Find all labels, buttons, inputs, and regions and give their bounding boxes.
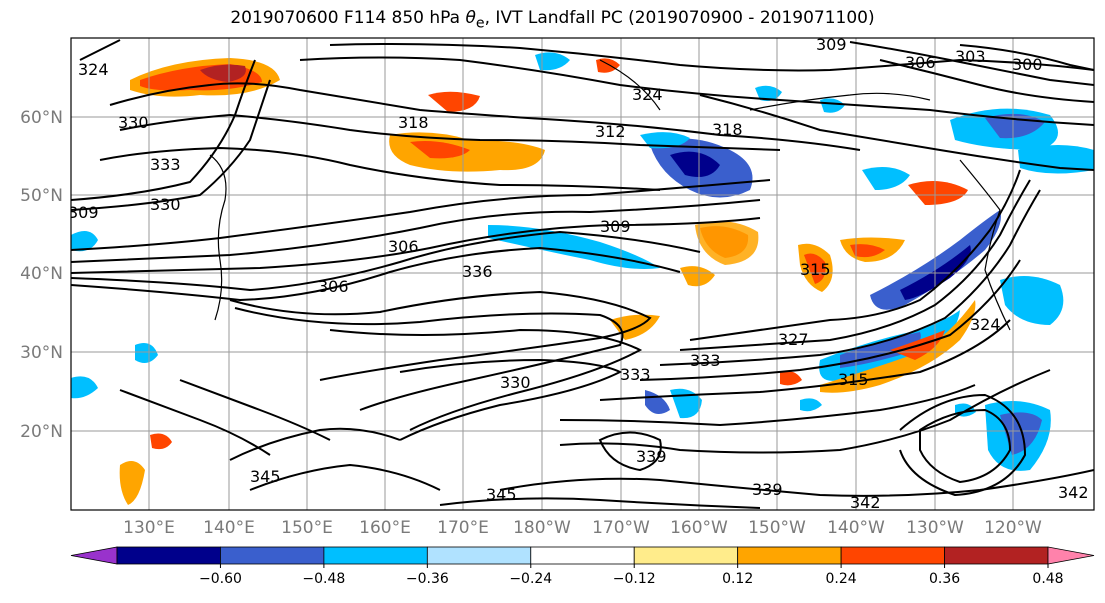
- contour-label: 324: [78, 60, 109, 79]
- lon-label: 180°W: [513, 518, 571, 538]
- contour-label: 342: [850, 493, 881, 512]
- contour-label: 306: [318, 277, 349, 296]
- colorbar-tick-label: −0.48: [302, 571, 345, 587]
- contour-labels: 324 330 333 330 306 309 312 324 318 318 …: [68, 35, 1089, 512]
- colorbar-tick-label: −0.60: [199, 571, 242, 587]
- lon-label: 140°E: [203, 518, 255, 538]
- longitude-labels: 130°E 140°E 150°E 160°E 170°E 180°W 170°…: [123, 518, 1042, 538]
- lon-label: 150°W: [748, 518, 806, 538]
- contour-label: 303: [955, 47, 986, 66]
- coastlines: [209, 59, 1011, 331]
- contour-label: 309: [68, 203, 99, 222]
- contour-label: 339: [752, 480, 783, 499]
- lat-label-20n: 20°N: [20, 422, 63, 442]
- colorbar-extend-low: [70, 546, 118, 565]
- contour-label: 345: [250, 467, 281, 486]
- contour-label: 306: [388, 237, 419, 256]
- colorbar-segment: [323, 546, 428, 565]
- colorbar-tick-label: −0.24: [509, 571, 552, 587]
- contour-lines: [71, 39, 1094, 509]
- contour-label: 315: [800, 260, 831, 279]
- colorbar-tick-label: 0.24: [826, 571, 857, 587]
- lon-label: 160°E: [359, 518, 411, 538]
- colorbar-segment: [116, 546, 221, 565]
- lon-label: 130°W: [906, 518, 964, 538]
- contour-label: 333: [690, 351, 721, 370]
- colorbar: [70, 546, 1095, 565]
- colorbar-segment: [840, 546, 945, 565]
- lon-label: 170°W: [592, 518, 650, 538]
- lon-label: 140°W: [827, 518, 885, 538]
- map-panel: 324 330 333 330 306 309 312 324 318 318 …: [68, 35, 1094, 512]
- contour-label: 324: [970, 315, 1001, 334]
- colorbar-tick-label: −0.36: [406, 571, 449, 587]
- colorbar-segment: [530, 546, 635, 565]
- contour-label: 336: [462, 262, 493, 281]
- contour-label: 330: [118, 113, 149, 132]
- contour-label: 300: [1012, 55, 1043, 74]
- contour-label: 333: [620, 365, 651, 384]
- colorbar-segment: [944, 546, 1049, 565]
- contour-label: 318: [398, 113, 429, 132]
- colorbar-segment: [633, 546, 739, 565]
- colorbar-extend-high: [1047, 546, 1095, 565]
- contour-label: 342: [1058, 483, 1089, 502]
- colorbar-tick-label: 0.12: [722, 571, 753, 587]
- contour-label: 324: [632, 85, 663, 104]
- latitude-labels: 60°N 50°N 40°N 30°N 20°N: [20, 108, 63, 442]
- lon-label: 160°W: [670, 518, 728, 538]
- contour-label: 318: [712, 120, 743, 139]
- colorbar-segment: [737, 546, 842, 565]
- lon-label: 120°W: [984, 518, 1042, 538]
- colorbar-tick-label: 0.36: [929, 571, 960, 587]
- map-frame: [70, 37, 1095, 511]
- contour-label: 309: [816, 35, 847, 54]
- contour-label: 339: [636, 447, 667, 466]
- lat-label-30n: 30°N: [20, 343, 63, 363]
- lat-label-60n: 60°N: [20, 108, 63, 128]
- map-title: 2019070600 F114 850 hPa θe, IVT Landfall…: [230, 8, 875, 32]
- lat-label-40n: 40°N: [20, 264, 63, 284]
- contour-label: 327: [778, 330, 809, 349]
- colorbar-segment: [426, 546, 532, 565]
- contour-label: 306: [905, 53, 936, 72]
- contour-label: 345: [486, 485, 517, 504]
- contour-label: 312: [595, 122, 626, 141]
- contour-label: 330: [150, 195, 181, 214]
- contour-label: 330: [500, 373, 531, 392]
- colorbar-tick-label: 0.48: [1032, 571, 1063, 587]
- lon-label: 170°E: [437, 518, 489, 538]
- contour-label: 315: [838, 370, 869, 389]
- colorbar-segment: [220, 546, 325, 565]
- lat-label-50n: 50°N: [20, 186, 63, 206]
- colorbar-ticks: −0.60 −0.48 −0.36 −0.24 −0.12 0.12 0.24 0.36 0.4…: [199, 564, 1064, 587]
- contour-label: 309: [600, 217, 631, 236]
- lon-label: 130°E: [123, 518, 175, 538]
- colorbar-tick-label: −0.12: [613, 571, 656, 587]
- contour-label: 333: [150, 155, 181, 174]
- lon-label: 150°E: [281, 518, 333, 538]
